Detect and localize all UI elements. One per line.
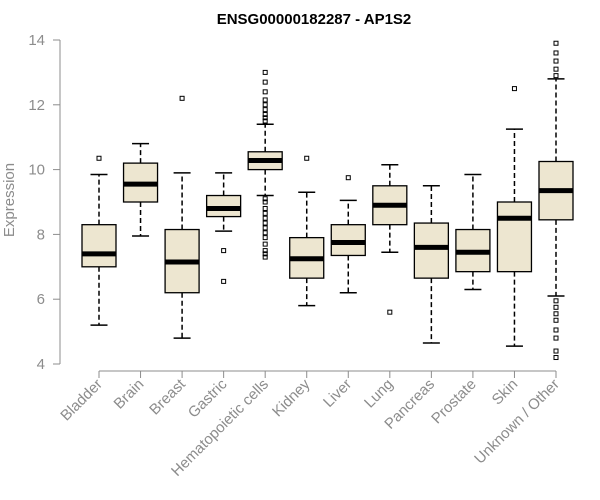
outlier-point	[553, 317, 559, 323]
outlier-point	[262, 205, 268, 211]
outlier-point	[262, 102, 268, 108]
outlier-point	[553, 348, 559, 354]
outlier-point	[262, 235, 268, 241]
x-tick-label: Prostate	[428, 376, 480, 428]
y-tick-label: 8	[37, 226, 45, 243]
outlier-point	[262, 225, 268, 231]
outlier-point	[553, 73, 559, 79]
outlier-point	[262, 118, 268, 124]
outlier-point	[262, 230, 268, 236]
y-tick-label: 4	[37, 356, 45, 373]
outlier-point	[221, 278, 227, 284]
outlier-point	[387, 309, 393, 315]
outlier-point	[553, 40, 559, 46]
x-tick-label: Lung	[361, 376, 397, 412]
outlier-point	[553, 311, 559, 317]
outlier-point	[553, 355, 559, 361]
y-tick-label: 10	[28, 162, 45, 179]
box-skin	[496, 86, 533, 347]
box-prostate	[455, 173, 491, 291]
outlier-point	[262, 97, 268, 103]
box-iqr	[413, 222, 450, 279]
box-unknown-other	[538, 40, 574, 361]
outlier-point	[345, 175, 351, 181]
outlier-point	[262, 199, 268, 205]
box-kidney	[289, 155, 325, 307]
outlier-point	[262, 254, 268, 260]
outlier-point	[553, 66, 559, 72]
x-tick-label: Liver	[320, 376, 355, 411]
outlier-point	[262, 79, 268, 85]
box-brain	[122, 142, 159, 237]
x-tick-label: Skin	[489, 376, 522, 409]
outlier-point	[221, 248, 227, 254]
box-iqr	[81, 224, 117, 268]
x-tick-label: Bladder	[57, 376, 106, 425]
x-tick-label: Brain	[111, 376, 148, 413]
outlier-point	[262, 215, 268, 221]
outlier-point	[511, 86, 517, 92]
chart-title: ENSG00000182287 - AP1S2	[217, 11, 412, 28]
box-gastric	[205, 172, 242, 284]
box-liver	[330, 175, 366, 294]
y-tick-label: 12	[28, 97, 45, 114]
x-tick-label: Kidney	[269, 375, 314, 420]
outlier-point	[262, 69, 268, 75]
outlier-point	[262, 107, 268, 113]
boxes-group	[81, 40, 574, 361]
box-iqr	[496, 201, 533, 273]
outlier-point	[262, 220, 268, 226]
box-lung	[372, 163, 408, 315]
outlier-point	[553, 58, 559, 64]
outlier-point	[262, 196, 268, 202]
outlier-point	[179, 95, 185, 101]
y-tick-label: 6	[37, 291, 45, 308]
outlier-point	[262, 112, 268, 118]
y-tick-label: 14	[28, 32, 45, 49]
outlier-point	[262, 251, 268, 257]
outlier-point	[553, 327, 559, 333]
outlier-point	[262, 241, 268, 247]
axes: 4 6 8 10 12 14	[28, 32, 557, 378]
box-breast	[164, 95, 200, 339]
outlier-point	[553, 50, 559, 56]
outlier-point	[262, 115, 268, 121]
x-tick-label: Breast	[146, 375, 189, 418]
box-hematopoietic-cells	[247, 69, 283, 260]
outlier-point	[96, 155, 102, 161]
outlier-point	[262, 248, 268, 254]
box-bladder	[81, 155, 117, 326]
box-pancreas	[413, 185, 450, 344]
outlier-point	[553, 304, 559, 310]
outlier-point	[262, 210, 268, 216]
outlier-point	[262, 89, 268, 95]
outlier-point	[553, 335, 559, 341]
y-axis-label: Expression	[1, 163, 18, 237]
outlier-point	[304, 155, 310, 161]
outlier-point	[553, 298, 559, 304]
